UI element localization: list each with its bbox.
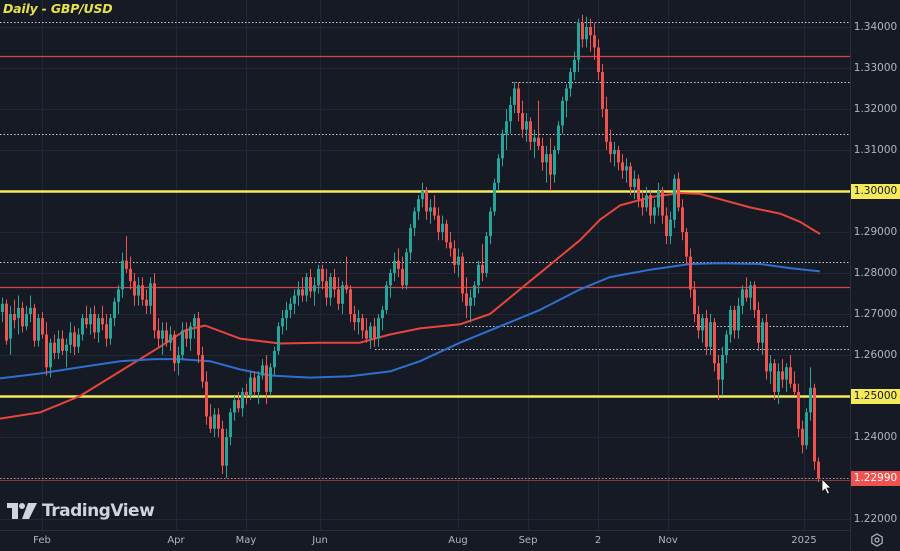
tradingview-logo-icon: [7, 503, 37, 519]
cursor-arrow-icon: [821, 478, 832, 495]
price-axis-label: 1.31000: [853, 143, 898, 156]
price-axis-label: 1.29000: [853, 225, 898, 238]
moving-averages: [0, 192, 821, 420]
chart-title: Daily - GBP/USD: [3, 1, 113, 16]
current-price-badge: 1.22990: [851, 470, 900, 486]
price-axis-label: 1.32000: [853, 102, 898, 115]
time-axis-label: Aug: [448, 535, 468, 546]
candlesticks: [1, 14, 820, 483]
time-axis-label: Nov: [658, 535, 678, 546]
tradingview-logo: TradingView: [7, 501, 155, 521]
price-axis-label: 1.27000: [853, 307, 898, 320]
price-axis-label: 1.34000: [853, 20, 898, 33]
price-axis-label: 1.33000: [853, 61, 898, 74]
price-axis-label: 1.26000: [853, 348, 898, 361]
time-axis-label: Sep: [518, 535, 538, 546]
price-level-badge: 1.30000: [851, 183, 900, 199]
price-axis-label: 1.28000: [853, 266, 898, 279]
price-axis-label: 1.22000: [853, 512, 898, 525]
time-axis-label: 2: [594, 535, 602, 546]
time-axis-label: 2025: [791, 535, 817, 546]
price-axis-label: 1.24000: [853, 430, 898, 443]
time-axis-label: Jun: [312, 535, 328, 546]
time-axis-label: Apr: [167, 535, 185, 546]
tradingview-wordmark: TradingView: [42, 501, 155, 521]
horizontal-levels: [0, 22, 850, 481]
time-axis-label: May: [235, 535, 257, 546]
time-axis-label: Feb: [33, 535, 51, 546]
price-level-badge: 1.25000: [851, 388, 900, 404]
gear-icon[interactable]: [870, 533, 884, 547]
